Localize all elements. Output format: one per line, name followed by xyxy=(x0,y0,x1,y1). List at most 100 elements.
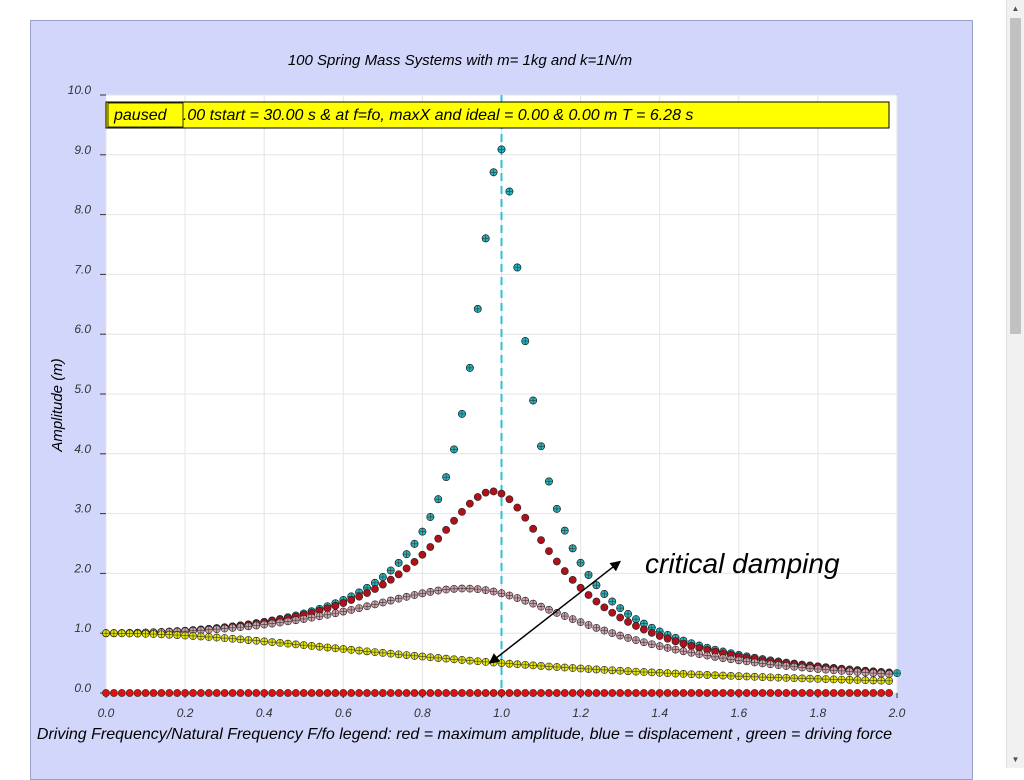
baseline-point xyxy=(624,689,632,697)
baseline-point xyxy=(861,689,870,697)
y-tick-label: 1.0 xyxy=(74,621,91,635)
vertical-scrollbar[interactable]: ▲ ▼ xyxy=(1006,0,1024,768)
baseline-point xyxy=(837,689,846,697)
baseline-point xyxy=(885,689,893,697)
red-point xyxy=(679,639,688,648)
baseline-point xyxy=(197,689,205,697)
red-point xyxy=(647,628,656,637)
baseline-point xyxy=(758,689,767,697)
baseline-point xyxy=(774,689,783,697)
baseline-point xyxy=(458,689,466,697)
baseline-point xyxy=(339,689,348,697)
red-point xyxy=(584,591,593,599)
baseline-point xyxy=(117,689,126,697)
baseline-point xyxy=(545,689,553,697)
baseline-point xyxy=(671,689,680,697)
red-point xyxy=(687,642,696,650)
x-tick-label: 0.8 xyxy=(414,706,431,720)
baseline-point xyxy=(291,689,300,697)
y-tick-label: 10.0 xyxy=(68,83,92,97)
baseline-point xyxy=(181,689,189,697)
red-point xyxy=(663,634,672,643)
y-tick-label: 9.0 xyxy=(74,143,91,157)
baseline-point xyxy=(829,689,838,697)
baseline-point xyxy=(655,689,664,697)
red-point xyxy=(458,507,466,516)
red-point xyxy=(552,557,561,566)
baseline-point xyxy=(252,689,261,697)
x-tick-label: 1.6 xyxy=(730,706,747,720)
red-point xyxy=(371,585,379,593)
baseline-point xyxy=(212,689,221,697)
red-point xyxy=(639,625,648,634)
x-axis-label: Driving Frequency/Natural Frequency F/fo… xyxy=(37,726,892,743)
annotation-arrow xyxy=(488,560,621,664)
baseline-point xyxy=(157,689,166,697)
y-tick-label: 4.0 xyxy=(74,442,91,456)
baseline-point xyxy=(489,689,498,697)
baseline-point xyxy=(236,689,245,697)
baseline-point xyxy=(165,689,174,697)
paused-button[interactable]: paused xyxy=(113,107,168,124)
paused-button-bg[interactable] xyxy=(107,102,184,128)
baseline-point xyxy=(228,689,237,697)
baseline-point xyxy=(110,689,118,697)
red-point xyxy=(434,534,443,543)
x-tick-label: 0.2 xyxy=(177,706,194,720)
baseline-point xyxy=(505,689,514,697)
x-tick-label: 0.6 xyxy=(335,706,352,720)
red-point xyxy=(442,525,451,534)
red-point xyxy=(450,516,458,525)
scroll-up-arrow-icon[interactable]: ▲ xyxy=(1011,4,1020,13)
scroll-thumb[interactable] xyxy=(1010,18,1021,334)
scroll-down-arrow-icon[interactable]: ▼ xyxy=(1011,755,1020,764)
baseline-point xyxy=(450,689,458,697)
baseline-point xyxy=(244,689,253,697)
baseline-point xyxy=(331,689,340,697)
baseline-point xyxy=(742,689,751,697)
baseline-point xyxy=(189,689,197,697)
baseline-point xyxy=(853,689,862,697)
red-point xyxy=(616,613,625,622)
baseline-point xyxy=(608,689,617,697)
baseline-point xyxy=(410,689,419,697)
baseline-point xyxy=(711,689,719,697)
baseline-point xyxy=(141,689,150,697)
baseline-point xyxy=(568,689,577,697)
baseline-point xyxy=(276,689,284,697)
red-point xyxy=(465,499,474,508)
y-tick-label: 7.0 xyxy=(74,262,91,276)
y-axis-ticks: 0.0 1.0 2.0 3.0 4.0 5.0 6.0 7.0 8.0 9.0 10.0 xyxy=(68,83,106,695)
baseline-point xyxy=(268,689,277,697)
red-point xyxy=(545,547,553,556)
baseline-point xyxy=(616,689,625,697)
red-point xyxy=(481,488,490,497)
baseline-point xyxy=(719,689,727,697)
baseline-point xyxy=(552,689,561,697)
baseline-point xyxy=(426,689,435,697)
status-box xyxy=(105,101,890,129)
red-point xyxy=(339,599,348,607)
red-point xyxy=(608,608,617,617)
red-point xyxy=(402,564,411,573)
baseline-point xyxy=(347,689,356,697)
baseline-point xyxy=(766,689,775,697)
baseline-point xyxy=(703,689,712,697)
red-point xyxy=(497,489,506,498)
baseline-point xyxy=(442,689,451,697)
baseline-point xyxy=(299,689,308,697)
red-point xyxy=(363,589,371,597)
y-tick-label: 8.0 xyxy=(74,203,91,217)
baseline-point xyxy=(465,689,474,697)
red-point xyxy=(426,543,435,551)
baseline-point xyxy=(806,689,814,697)
red-point xyxy=(378,580,387,589)
baseline-point xyxy=(434,689,443,697)
baseline-point xyxy=(394,689,403,697)
red-point xyxy=(568,575,577,584)
baseline-point xyxy=(284,689,292,697)
baseline-point xyxy=(537,689,545,697)
red-point xyxy=(418,550,427,559)
baseline-point xyxy=(877,689,886,697)
baseline-point xyxy=(600,689,609,697)
